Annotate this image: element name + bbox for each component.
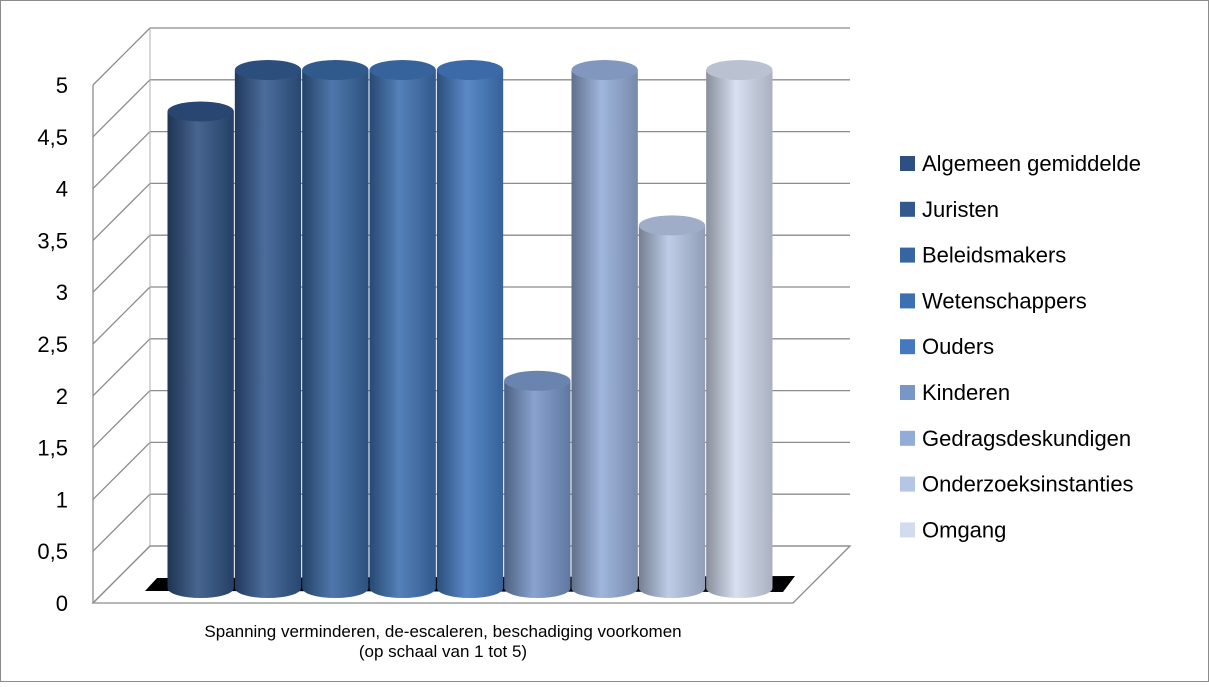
y-axis-ticks: 0 0,5 1 1,5 2 2,5 3 3,5 4 4,5 5 [37,73,68,616]
bars [167,60,773,598]
bar-top [571,60,638,80]
y-tick-label: 3 [56,280,68,305]
y-tick-label: 4 [56,177,68,202]
gridline-side [92,131,151,190]
legend-swatch [900,476,915,492]
bar-body [167,111,234,598]
bar-onderzoeksinstanties [638,215,706,598]
legend-swatch [900,201,915,217]
gridline-side [92,27,151,86]
legend-label: Ouders [922,334,994,359]
legend-swatch [900,339,915,355]
legend-swatch [900,522,915,538]
bar-top [504,370,571,391]
legend-item: Gedragsdeskundigen [900,426,1131,451]
legend-item: Onderzoeksinstanties [900,472,1134,497]
legend: Algemeen gemiddelde Juristen Beleidsmakers… [900,151,1141,542]
bar-omgang [706,60,773,598]
gridline-side [92,182,151,241]
bar-kinderen [504,370,571,598]
bar-algemeen-gemiddelde [167,101,234,598]
legend-swatch [900,247,915,263]
legend-item: Kinderen [900,380,1010,405]
gridline-side [92,338,151,397]
y-tick-label: 0,5 [37,539,68,564]
legend-swatch [900,430,915,446]
y-tick-label: 2,5 [37,332,68,357]
bar-top [234,60,302,80]
legend-label: Omgang [922,517,1006,542]
bar-top [638,215,706,236]
x-category-label: Spanning verminderen, de-escaleren, besc… [204,622,681,641]
legend-label: Algemeen gemiddelde [922,151,1141,176]
bar-body [706,70,773,598]
floor-outline [91,545,852,604]
y-tick-label: 2 [56,384,68,409]
legend-item: Algemeen gemiddelde [900,151,1141,176]
bar-top [706,60,773,80]
y-tick-label: 1,5 [37,436,68,461]
bar-top [302,60,369,80]
bar-ouders [436,60,504,598]
legend-swatch [900,385,915,400]
bar-body [234,70,302,598]
bar-body [571,70,638,598]
x-axis-category-labels: Spanning verminderen, de-escaleren, besc… [204,622,681,661]
bar-body [302,70,369,598]
bar-body [436,70,504,598]
gridline-side [92,79,151,138]
legend-item: Wetenschappers [900,288,1087,313]
bar-gedragsdeskundigen [571,60,638,598]
legend-label: Juristen [922,197,999,222]
y-tick-label: 1 [56,487,68,512]
bar-top [167,101,234,122]
gridline-side [92,493,151,552]
legend-label: Beleidsmakers [922,243,1066,268]
chart-floor [91,545,852,604]
bar-body [638,225,706,598]
legend-item: Beleidsmakers [900,243,1066,268]
gridline-side [92,390,151,449]
legend-label: Onderzoeksinstanties [922,472,1134,497]
gridline-side [92,286,151,345]
bar-juristen [234,60,302,598]
legend-item: Juristen [900,197,999,222]
bar-wetenschappers [369,60,436,598]
legend-label: Kinderen [922,380,1010,405]
legend-item: Ouders [900,334,994,359]
y-tick-label: 5 [56,73,68,98]
legend-label: Wetenschappers [922,288,1087,313]
legend-swatch [900,293,915,309]
legend-item: Omgang [900,517,1006,542]
gridline-side [92,441,151,500]
legend-label: Gedragsdeskundigen [922,426,1131,451]
gridline-side [92,234,151,293]
bar-top [436,60,504,80]
bar-beleidsmakers [302,60,369,598]
x-category-label: (op schaal van 1 tot 5) [359,642,527,661]
bar-body [369,70,436,598]
bar-top [369,60,436,80]
y-tick-label: 0 [56,591,68,616]
legend-swatch [900,156,915,171]
y-tick-label: 3,5 [37,228,68,253]
y-tick-label: 4,5 [37,125,68,150]
bar-body [504,380,571,598]
